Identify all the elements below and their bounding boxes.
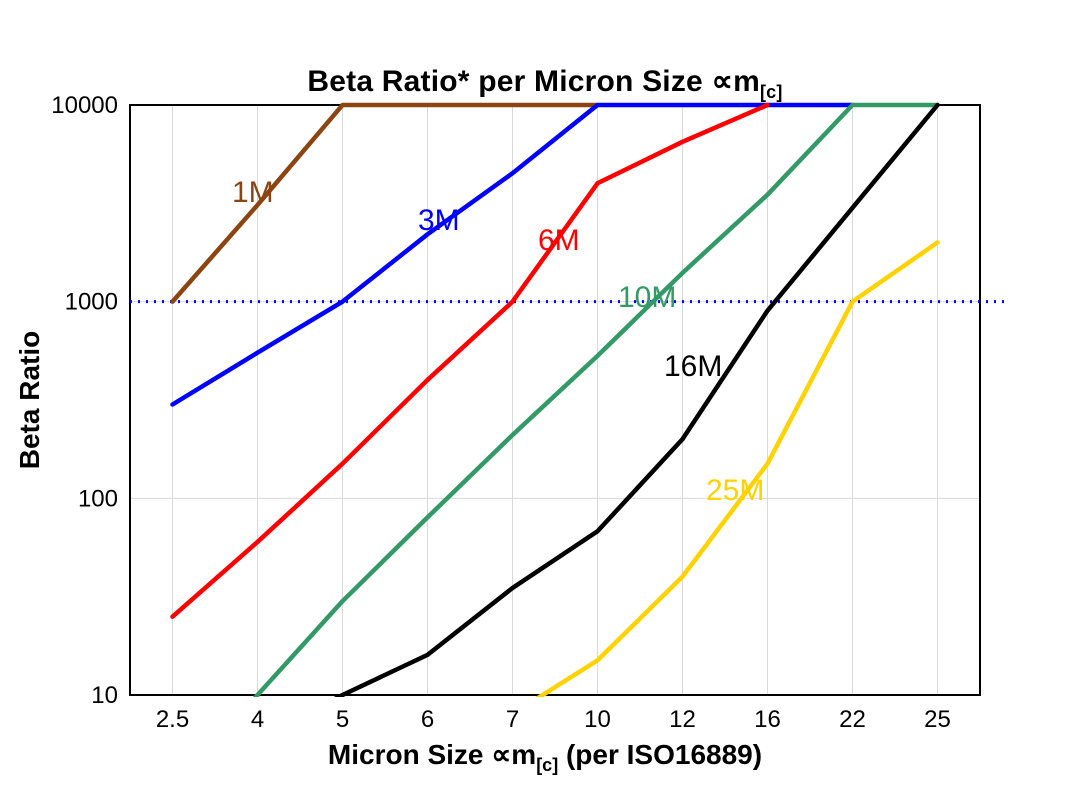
chart-title-text: Beta Ratio* per Micron Size ∝m [307, 65, 760, 98]
series-line-25M [535, 240, 940, 697]
x-tick-label: 10 [584, 706, 611, 733]
chart-title-subscript: [c] [759, 82, 783, 102]
y-tick-label: 10 [91, 682, 118, 709]
series-label-10M: 10M [618, 281, 676, 314]
y-tick-label: 100 [78, 485, 118, 512]
series-label-6M: 6M [538, 224, 580, 257]
x-axis-label-subscript: [c] [536, 755, 559, 775]
series-line-6M [170, 102, 770, 619]
y-tick-label: 1000 [65, 289, 118, 316]
x-tick-label: 22 [839, 706, 866, 733]
series-line-3M [170, 102, 855, 407]
series-line-10M [252, 102, 940, 697]
x-tick-label: 16 [754, 706, 781, 733]
x-axis-label-suffix: (per ISO16889) [558, 739, 763, 770]
x-tick-label: 6 [421, 706, 434, 733]
x-axis-label: Micron Size ∝m[c] (per ISO16889) [0, 738, 1090, 776]
x-tick-label: 25 [924, 706, 951, 733]
series-label-16M: 16M [664, 350, 722, 383]
x-tick-label: 7 [506, 706, 519, 733]
series-line-16M [333, 102, 940, 697]
x-axis-label-text: Micron Size ∝m [327, 739, 537, 770]
series-label-25M: 25M [706, 474, 764, 507]
x-tick-label: 5 [336, 706, 349, 733]
x-tick-label: 4 [251, 706, 264, 733]
chart-title: Beta Ratio* per Micron Size ∝m[c] [0, 64, 1090, 103]
series-lines [170, 102, 940, 697]
y-tick-label: 10000 [51, 92, 118, 119]
series-label-1M: 1M [232, 176, 274, 209]
y-axis-label: Beta Ratio [14, 330, 45, 470]
x-tick-label: 2.5 [156, 706, 189, 733]
series-label-3M: 3M [418, 204, 460, 237]
x-tick-label: 12 [669, 706, 696, 733]
series-line-1M [170, 102, 600, 304]
